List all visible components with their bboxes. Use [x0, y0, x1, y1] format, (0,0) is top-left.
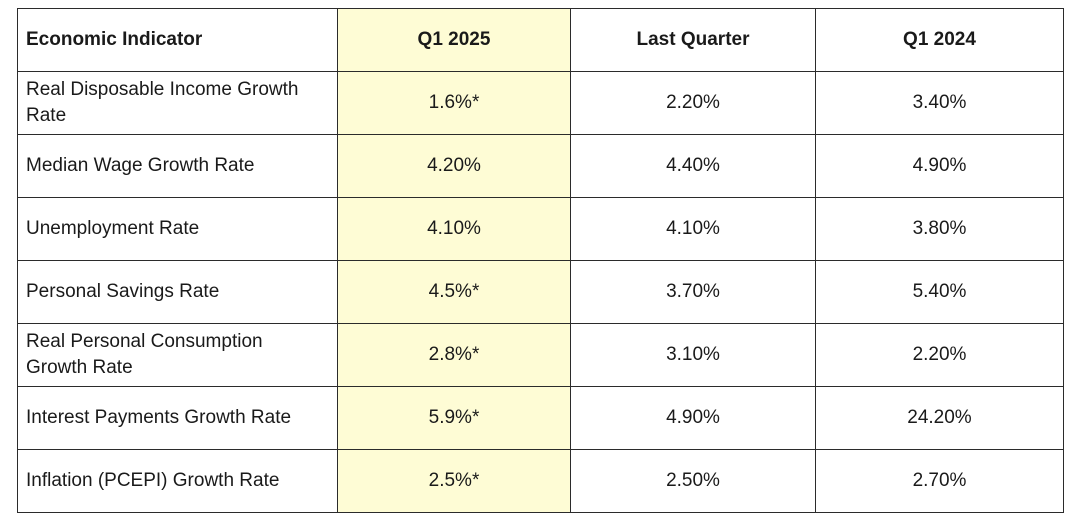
q1-2025-value: 4.10% — [338, 198, 571, 261]
q1-2024-value: 2.70% — [816, 450, 1064, 513]
q1-2024-value: 3.80% — [816, 198, 1064, 261]
header-q1-2025: Q1 2025 — [338, 9, 571, 72]
header-q1-2024: Q1 2024 — [816, 9, 1064, 72]
table-row: Inflation (PCEPI) Growth Rate 2.5%* 2.50… — [18, 450, 1064, 513]
table-row: Personal Savings Rate 4.5%* 3.70% 5.40% — [18, 261, 1064, 324]
q1-2024-value: 24.20% — [816, 387, 1064, 450]
header-economic-indicator: Economic Indicator — [18, 9, 338, 72]
q1-2024-value: 4.90% — [816, 135, 1064, 198]
indicator-label: Personal Savings Rate — [18, 261, 338, 324]
q1-2025-value: 2.8%* — [338, 324, 571, 387]
economic-indicators-table: Economic Indicator Q1 2025 Last Quarter … — [17, 8, 1064, 513]
table-row: Real Disposable Income Growth Rate 1.6%*… — [18, 72, 1064, 135]
table-header-row: Economic Indicator Q1 2025 Last Quarter … — [18, 9, 1064, 72]
q1-2024-value: 5.40% — [816, 261, 1064, 324]
last-quarter-value: 4.40% — [571, 135, 816, 198]
q1-2025-value: 2.5%* — [338, 450, 571, 513]
indicator-label: Interest Payments Growth Rate — [18, 387, 338, 450]
indicator-label: Real Personal Consumption Growth Rate — [18, 324, 338, 387]
q1-2025-value: 4.5%* — [338, 261, 571, 324]
q1-2025-value: 1.6%* — [338, 72, 571, 135]
table-row: Interest Payments Growth Rate 5.9%* 4.90… — [18, 387, 1064, 450]
indicator-label: Median Wage Growth Rate — [18, 135, 338, 198]
q1-2024-value: 3.40% — [816, 72, 1064, 135]
table-row: Real Personal Consumption Growth Rate 2.… — [18, 324, 1064, 387]
header-last-quarter: Last Quarter — [571, 9, 816, 72]
indicator-label: Unemployment Rate — [18, 198, 338, 261]
q1-2024-value: 2.20% — [816, 324, 1064, 387]
last-quarter-value: 2.50% — [571, 450, 816, 513]
last-quarter-value: 2.20% — [571, 72, 816, 135]
last-quarter-value: 3.70% — [571, 261, 816, 324]
table-row: Median Wage Growth Rate 4.20% 4.40% 4.90… — [18, 135, 1064, 198]
q1-2025-value: 5.9%* — [338, 387, 571, 450]
table-row: Unemployment Rate 4.10% 4.10% 3.80% — [18, 198, 1064, 261]
indicator-label: Real Disposable Income Growth Rate — [18, 72, 338, 135]
indicator-label: Inflation (PCEPI) Growth Rate — [18, 450, 338, 513]
last-quarter-value: 4.90% — [571, 387, 816, 450]
q1-2025-value: 4.20% — [338, 135, 571, 198]
last-quarter-value: 4.10% — [571, 198, 816, 261]
last-quarter-value: 3.10% — [571, 324, 816, 387]
